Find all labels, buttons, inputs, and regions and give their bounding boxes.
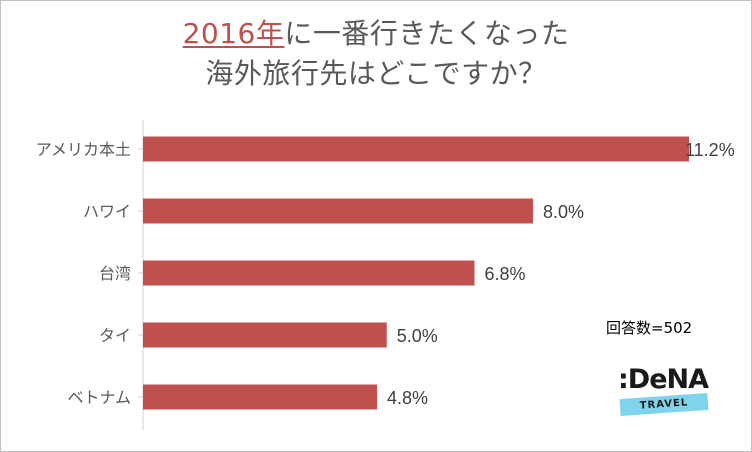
value-label: 5.0% — [397, 326, 438, 346]
bar — [143, 260, 475, 286]
title-line1: に一番行きたくなった — [284, 17, 570, 50]
dena-travel-logo: :DeNA TRAVEL — [618, 364, 714, 420]
bar — [143, 322, 387, 348]
chart-title: 2016年に一番行きたくなった 海外旅行先はどこですか？ — [0, 14, 752, 94]
value-label: 8.0% — [543, 202, 584, 222]
respondent-count: 回答数=502 — [606, 319, 693, 337]
value-label: 11.2% — [685, 140, 735, 160]
logo-mark: :DeNA — [618, 364, 709, 395]
category-label: アメリカ本土 — [36, 140, 131, 159]
title-year-highlight: 2016年 — [182, 17, 285, 50]
category-label: ハワイ — [83, 202, 131, 221]
bar — [143, 136, 689, 162]
bar — [143, 384, 377, 410]
value-label: 6.8% — [485, 264, 526, 284]
category-label: ベトナム — [67, 388, 131, 407]
title-line2: 海外旅行先はどこですか？ — [205, 57, 547, 90]
category-label: 台湾 — [99, 264, 131, 283]
category-label: タイ — [99, 326, 131, 345]
bar — [143, 198, 533, 224]
value-label: 4.8% — [387, 388, 428, 408]
logo-band: TRAVEL — [619, 392, 709, 417]
logo-band-text: TRAVEL — [639, 397, 689, 412]
